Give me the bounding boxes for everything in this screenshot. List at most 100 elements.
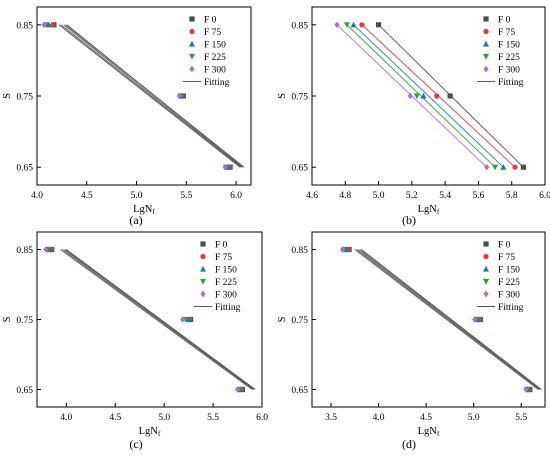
x-tick-label: 4.5 <box>420 413 432 423</box>
x-tick-label: 5.2 <box>406 191 418 201</box>
legend-label: Fitting <box>215 303 241 313</box>
legend-marker-f-225 <box>200 278 206 285</box>
x-tick-label: 6.0 <box>539 191 550 201</box>
legend-marker-f-75 <box>189 28 195 35</box>
data-point-f-300 <box>43 246 49 253</box>
data-point-f-150 <box>500 164 507 170</box>
legend-marker-f-300 <box>483 290 489 298</box>
fitting-line-f-75 <box>360 249 542 390</box>
data-point-f-300 <box>472 316 478 323</box>
panel-label: (d) <box>402 437 416 451</box>
x-axis-label-subscript: f <box>152 207 155 216</box>
panel-label: (c) <box>129 437 142 451</box>
x-tick-label: 6.0 <box>256 413 268 423</box>
x-tick-label: 5.0 <box>131 191 143 201</box>
legend-label: Fitting <box>498 78 524 88</box>
legend-label: F 0 <box>204 16 217 26</box>
legend-label: F 150 <box>215 266 237 276</box>
x-tick-label: 5.0 <box>373 191 385 201</box>
y-tick-label: 0.75 <box>16 93 33 103</box>
fitting-line-f-150 <box>63 24 243 168</box>
legend-marker-f-300 <box>200 290 206 298</box>
data-point-f-0 <box>447 93 453 99</box>
data-point-f-150 <box>45 21 52 28</box>
y-tick-label: 0.85 <box>16 246 33 256</box>
legend-label: F 225 <box>498 278 520 288</box>
data-point-f-300 <box>523 386 529 393</box>
data-point-f-75 <box>512 164 518 170</box>
legend-marker-f-300 <box>189 65 195 73</box>
legend-label: F 225 <box>215 278 237 288</box>
legend-marker-f-0 <box>483 241 489 247</box>
legend-label: F 150 <box>498 41 520 51</box>
data-point-f-300 <box>407 92 413 100</box>
x-tick-label: 5.5 <box>207 413 219 423</box>
fitting-line-f-150 <box>64 249 255 390</box>
panel-label: (b) <box>402 213 416 227</box>
x-axis-label-base: LgN <box>133 204 153 215</box>
x-tick-label: 4.0 <box>31 191 43 201</box>
x-axis-label-subscript: f <box>437 429 440 438</box>
panel-label: (a) <box>129 213 142 227</box>
x-tick-label: 4.0 <box>373 413 385 423</box>
x-tick-label: 5.0 <box>158 413 170 423</box>
legend-marker-f-225 <box>189 53 195 60</box>
data-point-f-300 <box>222 164 228 171</box>
data-point-f-300 <box>484 164 490 171</box>
legend-label: Fitting <box>498 303 524 313</box>
fitting-line-f-300 <box>60 249 253 390</box>
legend-marker-f-150 <box>200 265 206 272</box>
data-point-f-300 <box>176 92 182 100</box>
data-point-f-225 <box>413 93 420 100</box>
legend-label: F 300 <box>204 66 226 76</box>
y-tick-label: 0.85 <box>291 246 308 256</box>
y-tick-label: 0.65 <box>16 386 33 396</box>
x-tick-label: 5.8 <box>506 191 518 201</box>
y-axis-label: S <box>277 316 288 322</box>
y-axis-label: S <box>2 93 13 99</box>
legend-marker-f-150 <box>483 265 489 272</box>
legend-label: F 150 <box>498 266 520 276</box>
chart-panel-3: 4.0 4.5 5.0 5.5 6.0 0.65 0.75 0.85 LgNf S F 0 F 75 F… <box>2 231 268 451</box>
fitting-line-f-75 <box>65 249 256 390</box>
y-tick-label: 0.65 <box>291 164 308 174</box>
x-tick-label: 4.8 <box>339 191 351 201</box>
fitting-line-f-225 <box>356 249 540 390</box>
y-tick-label: 0.65 <box>16 164 33 174</box>
chart-panel-4: 3.5 4.0 4.5 5.0 5.5 0.65 0.75 0.85 LgNf S F 0 F 75 F… <box>277 231 546 451</box>
x-axis-label: LgNf <box>418 426 440 438</box>
legend-marker-f-225 <box>483 53 489 60</box>
x-tick-label: 3.5 <box>325 413 337 423</box>
legend-marker-f-75 <box>483 28 489 35</box>
data-point-f-75 <box>359 22 365 28</box>
x-tick-label: 4.6 <box>306 191 318 201</box>
y-axis-label: S <box>277 93 288 99</box>
legend-label: F 300 <box>498 66 520 76</box>
data-point-f-150 <box>185 316 192 323</box>
fitting-line-f-225 <box>62 249 254 390</box>
x-tick-label: 4.0 <box>60 413 72 423</box>
x-axis-label-subscript: f <box>437 207 440 216</box>
data-point-f-225 <box>343 22 350 28</box>
legend-marker-f-150 <box>189 40 195 47</box>
y-axis-label: S <box>2 316 13 322</box>
legend-marker-f-75 <box>483 253 489 260</box>
legend-label: F 75 <box>204 28 221 38</box>
legend-label: F 150 <box>204 41 226 51</box>
data-point-f-150 <box>420 92 427 99</box>
x-axis-label-base: LgN <box>418 426 438 437</box>
legend-label: F 0 <box>498 16 511 26</box>
legend-marker-f-0 <box>189 16 195 22</box>
legend-label: F 225 <box>204 53 226 63</box>
legend-label: F 0 <box>498 241 511 251</box>
data-point-f-150 <box>350 21 357 28</box>
legend-label: F 75 <box>498 253 515 263</box>
x-axis-label: LgNf <box>133 204 155 216</box>
chart-panel-1: 4.0 4.5 5.0 5.5 6.0 0.65 0.75 0.85 LgNf S F 0 F 75 F… <box>2 6 252 227</box>
fitting-line-f-150 <box>358 249 541 390</box>
data-point-f-300 <box>41 21 47 28</box>
fitting-line-f-225 <box>60 24 242 168</box>
legend-marker-f-300 <box>483 65 489 73</box>
legend-marker-f-225 <box>483 278 489 285</box>
